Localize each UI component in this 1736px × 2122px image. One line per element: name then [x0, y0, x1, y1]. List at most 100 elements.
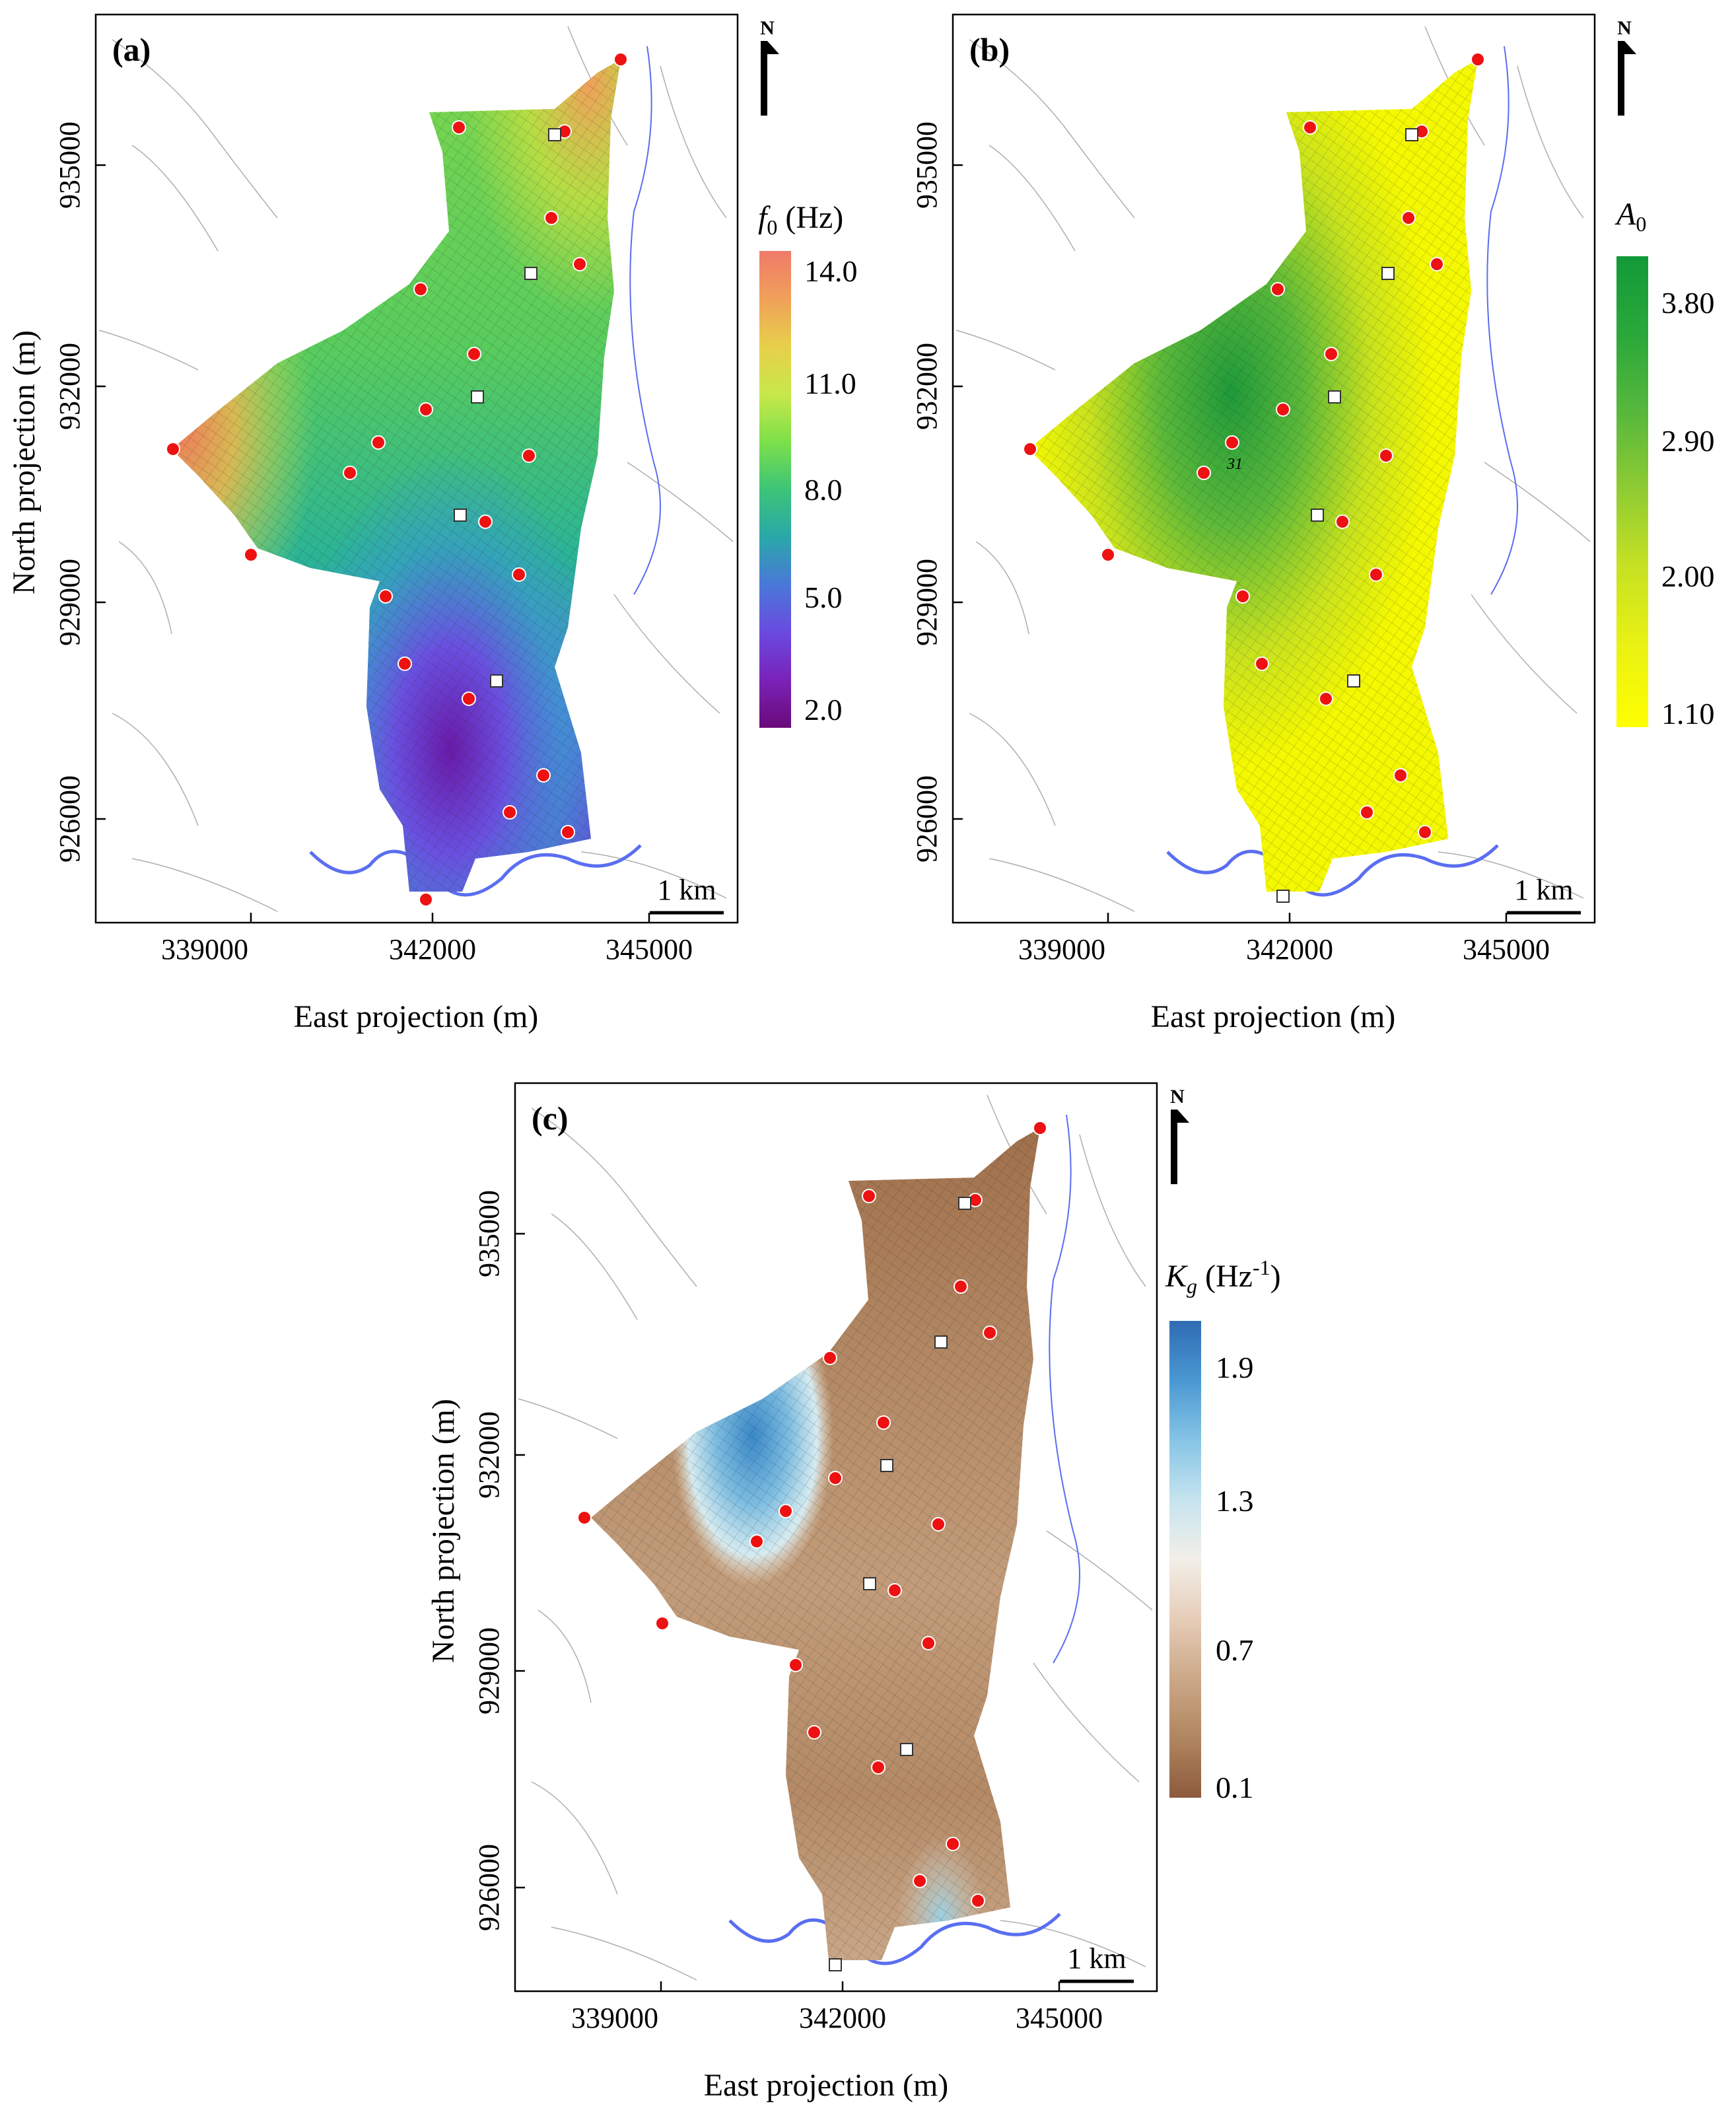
- y-axis-label: North projection (m): [7, 330, 42, 594]
- reference-markers: [454, 128, 561, 688]
- reference-marker: [1311, 509, 1324, 522]
- station-marker: [478, 514, 493, 529]
- colorbar-tick: 0.1: [1216, 1771, 1254, 1804]
- x-axis-label: East projection (m): [704, 2068, 949, 2103]
- y-tick-label: 929000: [911, 559, 943, 646]
- panel-c: (c) 1 km N 339000 342000 345000 East pro…: [426, 1082, 1281, 2103]
- reference-marker: [900, 1743, 913, 1756]
- north-label: N: [1170, 1086, 1185, 1108]
- background-road-network: [518, 1094, 1153, 1981]
- y-axis-label: North projection (m): [426, 1399, 461, 1663]
- x-tick-label: 342000: [799, 2002, 886, 2034]
- station-marker: [343, 466, 357, 480]
- station-marker: [536, 768, 551, 783]
- station-marker: [244, 548, 258, 562]
- x-tick-label: 342000: [389, 933, 476, 966]
- station-marker: [419, 892, 433, 907]
- station-marker: [413, 282, 428, 297]
- station-marker: [876, 1415, 891, 1430]
- colorbar-tick: 5.0: [804, 581, 843, 614]
- reference-marker: [880, 1459, 893, 1472]
- station-marker: [573, 257, 587, 271]
- y-tick-label: 929000: [473, 1627, 505, 1715]
- station-marker: [503, 805, 517, 820]
- colorbar-tick: 14.0: [804, 254, 858, 288]
- reference-marker: [829, 1958, 842, 1971]
- reference-marker: [490, 674, 503, 688]
- colorbar-tick: 3.80: [1661, 286, 1715, 320]
- y-tick-label: 926000: [53, 775, 86, 863]
- reference-markers: [1276, 128, 1418, 903]
- station-marker: [887, 1583, 902, 1598]
- north-arrow-icon: [1171, 1110, 1189, 1184]
- background-road-network: [98, 26, 734, 912]
- colorbar-tick: 0.7: [1216, 1633, 1254, 1667]
- scale-bar-label: 1 km: [1067, 1942, 1126, 1975]
- x-tick-label: 345000: [1463, 933, 1550, 966]
- station-marker: [823, 1351, 837, 1365]
- reference-marker: [548, 128, 561, 141]
- a0-field: [1029, 59, 1478, 892]
- reference-marker: [934, 1335, 948, 1349]
- station-marker: [398, 656, 412, 671]
- station-marker: [1235, 589, 1250, 604]
- rivers: [728, 1114, 1080, 1965]
- station-marker: [613, 52, 628, 67]
- x-axis-label: East projection (m): [294, 999, 539, 1034]
- station-marker: [931, 1517, 946, 1532]
- north-label: N: [760, 17, 775, 39]
- north-arrow: N: [1170, 1086, 1189, 1184]
- x-axis-label: East projection (m): [1151, 999, 1396, 1034]
- y-tick-label: 932000: [53, 343, 86, 430]
- station-marker: [1430, 257, 1444, 271]
- y-tick-label: 935000: [53, 122, 86, 209]
- y-tick-label: 929000: [53, 559, 86, 646]
- panel-label: (b): [969, 31, 1010, 68]
- station-marker: [1335, 514, 1350, 529]
- map-annotation: 31: [1226, 456, 1243, 473]
- rivers: [1166, 46, 1518, 897]
- colorbar-tick: 11.0: [804, 367, 856, 400]
- y-tick-label: 932000: [473, 1411, 505, 1499]
- colorbar-tick: 8.0: [804, 473, 843, 507]
- reference-marker: [471, 390, 484, 404]
- north-arrow-icon: [1618, 41, 1636, 116]
- station-marker: [1369, 567, 1383, 582]
- colorbar: [1169, 1321, 1201, 1798]
- reference-marker: [524, 267, 538, 280]
- station-marker: [1197, 466, 1211, 480]
- reference-marker: [1328, 390, 1341, 404]
- north-arrow-icon: [761, 41, 779, 116]
- station-marker: [807, 1725, 821, 1740]
- station-marker: [544, 211, 559, 225]
- colorbar-tick: 2.00: [1661, 559, 1715, 593]
- colorbar-tick: 1.9: [1216, 1351, 1254, 1384]
- station-marker: [561, 825, 575, 839]
- x-tick-label: 339000: [1018, 933, 1105, 966]
- kg-field: [591, 1128, 1040, 1960]
- station-marker: [378, 589, 393, 604]
- x-axis: [660, 1981, 1060, 1991]
- colorbar: [1616, 256, 1648, 727]
- scale-bar-label: 1 km: [657, 874, 716, 906]
- station-marker: [749, 1534, 764, 1549]
- colorbar-tick: 2.90: [1661, 424, 1715, 458]
- station-marker: [419, 402, 433, 417]
- x-tick-label: 342000: [1246, 933, 1333, 966]
- station-marker: [946, 1837, 960, 1851]
- station-marker: [921, 1636, 936, 1650]
- reference-markers: [829, 1197, 971, 1971]
- station-marker: [1319, 691, 1333, 706]
- station-marker: [1255, 656, 1269, 671]
- y-axis: [515, 1232, 525, 1889]
- colorbar-title: A0: [1614, 197, 1646, 236]
- y-axis: [96, 164, 106, 820]
- station-marker: [913, 1874, 927, 1888]
- station-marker: [1401, 211, 1416, 225]
- x-tick-label: 339000: [571, 2002, 658, 2034]
- colorbar: [759, 251, 791, 728]
- x-tick-label: 345000: [1016, 2002, 1103, 2034]
- station-marker: [1379, 448, 1393, 463]
- station-marker: [522, 448, 536, 463]
